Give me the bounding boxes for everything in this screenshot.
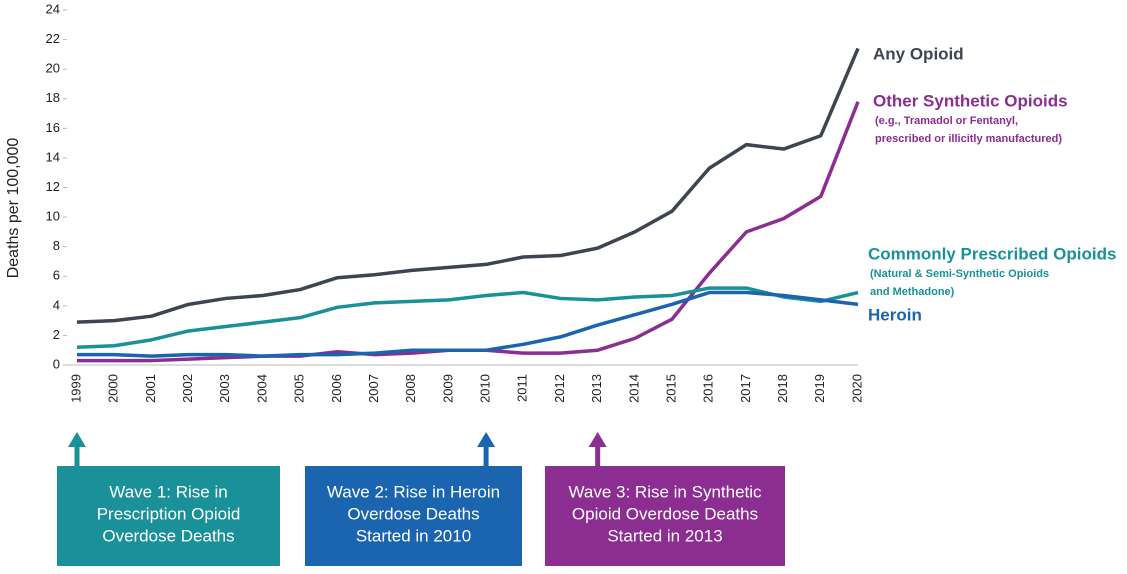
x-tick-label: 2008 bbox=[403, 374, 418, 403]
x-tick-label: 2001 bbox=[143, 374, 158, 403]
x-tick-label: 2007 bbox=[366, 374, 381, 403]
wave-box bbox=[305, 466, 522, 566]
wave-text: Wave 2: Rise in Heroin bbox=[327, 482, 500, 501]
wave-text: Wave 1: Rise in bbox=[109, 482, 227, 501]
x-tick-label: 2015 bbox=[663, 374, 678, 403]
y-tick-label: 6 bbox=[53, 268, 60, 283]
wave-text: Overdose Deaths bbox=[102, 526, 234, 545]
y-tick-label: 4 bbox=[53, 297, 60, 312]
wave-text: Started in 2013 bbox=[607, 526, 722, 545]
series-line bbox=[77, 101, 860, 363]
wave-text: Opioid Overdose Deaths bbox=[572, 504, 758, 523]
y-tick-label: 10 bbox=[46, 209, 60, 224]
series-label: Other Synthetic Opioids bbox=[873, 91, 1068, 110]
y-tick-label: 22 bbox=[46, 31, 60, 46]
y-tick-label: 20 bbox=[46, 61, 60, 76]
series-label: Heroin bbox=[868, 305, 922, 324]
series-note: (Natural & Semi-Synthetic Opioids bbox=[870, 268, 1049, 280]
wave-text: Wave 3: Rise in Synthetic bbox=[568, 482, 762, 501]
x-tick-label: 2017 bbox=[738, 374, 753, 403]
wave-box bbox=[545, 466, 785, 566]
y-tick-label: 18 bbox=[46, 90, 60, 105]
x-tick-label: 2003 bbox=[217, 374, 232, 403]
x-tick-label: 2004 bbox=[254, 374, 269, 403]
x-tick-label: 2009 bbox=[440, 374, 455, 403]
series-line bbox=[76, 286, 859, 349]
wave-text: Overdose Deaths bbox=[347, 504, 479, 523]
x-tick-label: 2018 bbox=[775, 374, 790, 403]
arrow-head bbox=[588, 432, 607, 447]
series-note: (e.g., Tramadol or Fentanyl, bbox=[875, 115, 1018, 127]
y-tick-label: 14 bbox=[46, 149, 60, 164]
series-line bbox=[76, 47, 860, 324]
arrow-head bbox=[68, 432, 86, 447]
arrow-head bbox=[477, 432, 496, 447]
x-tick-label: 2013 bbox=[589, 374, 604, 403]
x-tick-label: 2002 bbox=[180, 374, 195, 403]
x-tick-label: 2005 bbox=[292, 374, 307, 403]
x-tick-label: 2016 bbox=[701, 374, 716, 403]
y-tick-label: 12 bbox=[46, 179, 60, 194]
y-tick-label: 8 bbox=[53, 238, 60, 253]
y-tick-label: 2 bbox=[53, 327, 60, 342]
y-axis-label: Deaths per 100,000 bbox=[5, 138, 22, 279]
x-tick-label: 2006 bbox=[329, 374, 344, 403]
x-tick-label: 2020 bbox=[849, 374, 864, 403]
series-line bbox=[77, 290, 859, 358]
series-note: and Methadone) bbox=[870, 286, 955, 298]
wave-box bbox=[57, 466, 280, 566]
y-tick-label: 24 bbox=[46, 1, 60, 16]
x-tick-label: 2019 bbox=[812, 374, 827, 403]
y-tick-label: 0 bbox=[53, 356, 60, 371]
series-label: Any Opioid bbox=[873, 44, 964, 63]
wave-text: Prescription Opioid bbox=[97, 504, 241, 523]
series-note: prescribed or illicitly manufactured) bbox=[875, 133, 1062, 145]
wave-text: Started in 2010 bbox=[356, 526, 471, 545]
x-tick-label: 1999 bbox=[68, 374, 83, 403]
x-tick-label: 2000 bbox=[106, 374, 121, 403]
x-tick-label: 2012 bbox=[552, 374, 567, 403]
x-tick-label: 2010 bbox=[478, 374, 493, 403]
x-tick-label: 2014 bbox=[626, 374, 641, 403]
y-tick-label: 16 bbox=[46, 120, 60, 135]
series-label: Commonly Prescribed Opioids bbox=[868, 244, 1116, 263]
x-tick-label: 2011 bbox=[515, 374, 530, 402]
